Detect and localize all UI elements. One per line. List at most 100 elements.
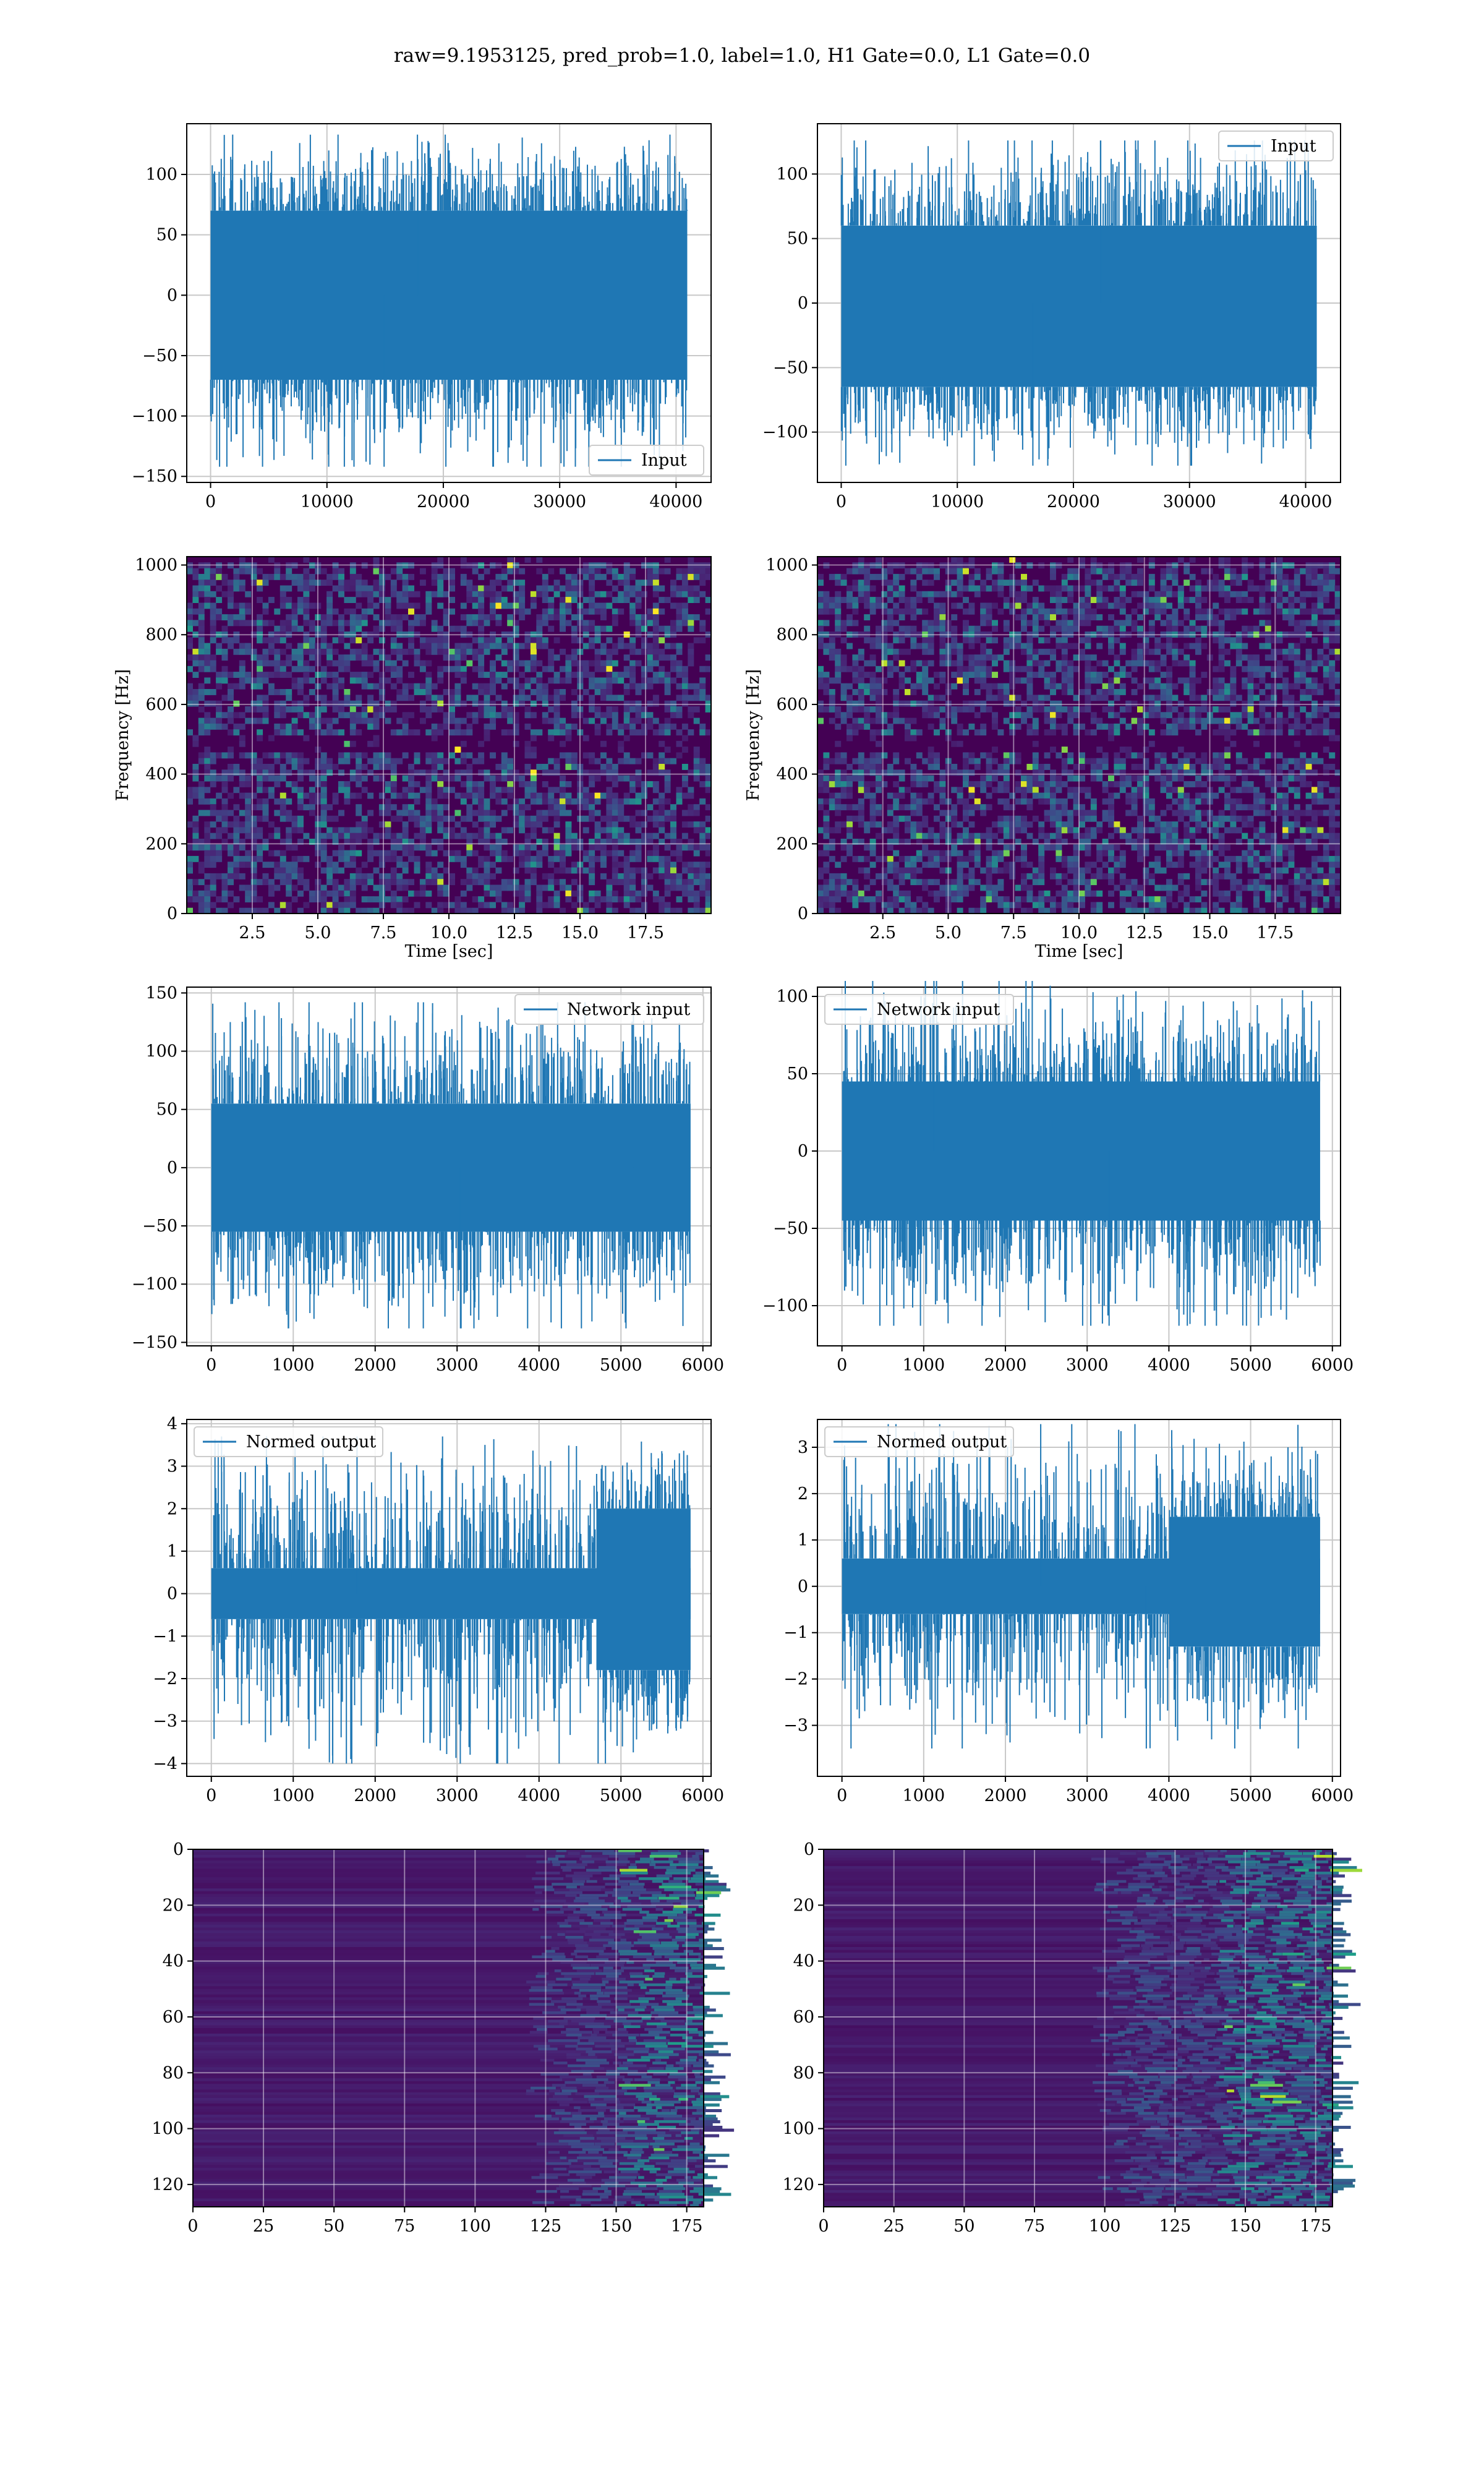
spectrogram-cell [315,602,322,609]
spectrogram-cell [641,591,647,597]
spectrogram-cell [454,643,461,649]
spectrogram-cell [396,573,403,580]
spectrogram-cell [425,827,432,834]
spectrogram-cell [204,764,211,770]
spectrogram-cell [513,568,519,575]
spectrogram-cell [980,643,987,649]
spectrogram-cell [600,815,607,822]
spectrogram-cell [922,815,929,822]
spectrogram-cell [1090,879,1097,886]
spectrogram-cell [396,729,403,736]
spectrogram-cell [699,723,706,730]
spectrogram-cell [565,608,572,615]
spectrogram-cell [1085,672,1091,678]
spectrogram-cell [373,723,380,730]
spectrogram-cell [840,695,847,701]
spectrogram-cell [881,907,888,914]
x-tick-label: 2.5 [239,923,266,943]
spectrogram-cell [286,602,292,609]
spectrogram-cell [623,683,630,690]
spectrogram-cell [548,873,555,880]
spectrogram-cell [951,637,958,644]
spectrogram-cell [472,602,479,609]
spectrogram-cell [257,625,263,632]
spectrogram-cell [951,764,958,770]
spectrogram-cell [361,660,368,667]
spectrogram-cell [916,781,923,787]
spectrogram-cell [349,580,356,586]
spectrogram-cell [221,787,228,794]
spectrogram-cell [490,597,496,603]
spectrogram-cell [1015,752,1021,759]
spectrogram-cell [309,666,315,672]
spectrogram-cell [612,890,618,897]
spectrogram-cell [876,810,882,816]
spectrogram-cell [927,568,934,575]
spectrogram-cell [513,821,519,828]
spectrogram-cell [829,573,835,580]
spectrogram-cell [600,839,607,845]
spectrogram-cell [320,625,327,632]
spectrogram-cell [484,695,490,701]
spectrogram-cell [927,752,934,759]
spectrogram-cell [823,896,830,902]
spectrogram-cell [216,775,223,782]
spectrogram-cell [1050,873,1056,880]
spectrogram-cell [204,666,211,672]
spectrogram-cell [367,769,374,776]
spectrogram-cell [835,758,842,764]
spectrogram-cell [187,896,193,902]
spectrogram-cell [858,654,864,661]
spectrogram-cell [250,568,257,575]
spectrogram-cell [1055,850,1062,857]
spectrogram-cell [221,591,228,597]
spectrogram-cell [519,798,526,805]
spectrogram-cell [957,557,963,563]
spectrogram-cell [250,580,257,586]
spectrogram-cell [1119,775,1126,782]
spectrogram-cell [887,580,893,586]
spectrogram-cell [641,712,647,719]
spectrogram-cell [408,695,414,701]
spectrogram-cell [309,712,315,719]
spectrogram-cell [542,850,548,857]
spectrogram-cell [378,568,385,575]
spectrogram-cell [582,625,589,632]
spectrogram-cell [916,855,923,862]
spectrogram-cell [986,855,992,862]
spectrogram-cell [869,608,876,615]
spectrogram-cell [524,833,531,839]
spectrogram-cell [858,695,864,701]
y-tick-label: −50 [142,346,177,366]
spectrogram-cell [408,683,414,690]
spectrogram-cell [338,729,344,736]
spectrogram-cell [968,643,975,649]
spectrogram-cell [396,568,403,575]
spectrogram-cell [1055,660,1062,667]
spectrogram-cell [1044,637,1051,644]
spectrogram-cell [659,764,665,770]
spectrogram-cell [647,781,654,787]
spectrogram-cell [647,815,654,822]
spectrogram-cell [414,862,420,868]
spectrogram-cell [905,855,911,862]
spectrogram-cell [349,896,356,902]
spectrogram-cell [1114,758,1120,764]
spectrogram-cell [858,689,864,695]
spectrogram-cell [198,625,205,632]
spectrogram-cell [495,896,502,902]
spectrogram-cell [681,890,688,897]
spectrogram-cell [519,568,526,575]
spectrogram-cell [356,827,362,834]
spectrogram-cell [922,660,929,667]
spectrogram-cell [922,591,929,597]
spectrogram-cell [478,666,485,672]
spectrogram-cell [385,873,391,880]
legend-label: Input [641,451,687,470]
spectrogram-cell [992,884,998,891]
spectrogram-cell [1073,585,1080,592]
spectrogram-cell [893,631,900,638]
spectrogram-cell [1032,879,1039,886]
spectrogram-cell [367,896,374,902]
spectrogram-cell [589,620,595,627]
